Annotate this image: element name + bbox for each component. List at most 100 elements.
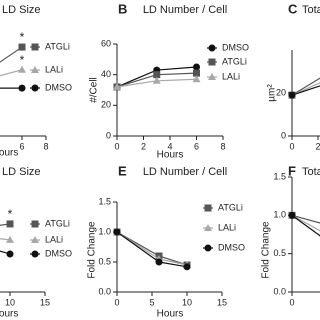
panel-letter: C — [288, 1, 298, 16]
marker — [288, 91, 296, 99]
y-tick-label: 0 — [106, 130, 111, 140]
y-axis-label: µm² — [267, 84, 278, 102]
y-tick-label: 1.5 — [273, 171, 286, 181]
panel-letter: F — [288, 163, 296, 178]
marker — [204, 204, 212, 212]
marker — [31, 236, 39, 243]
marker — [31, 84, 39, 92]
x-tick-label: 5 — [149, 297, 154, 307]
marker — [6, 220, 14, 228]
x-axis-label: Hours — [157, 309, 184, 320]
marker — [208, 73, 216, 80]
marker — [288, 211, 296, 219]
y-axis-label: Fold Change — [87, 221, 98, 279]
marker — [18, 65, 26, 73]
marker — [6, 250, 14, 258]
marker — [153, 71, 161, 79]
x-tick-label: 4 — [167, 141, 172, 151]
x-tick-label: 0 — [289, 297, 294, 307]
y-tick-label: 0.0 — [98, 286, 111, 296]
marker — [31, 43, 39, 51]
legend-label: ATGLi — [45, 41, 70, 51]
legend-label: DMSO — [218, 242, 245, 252]
series-line — [291, 214, 320, 224]
marker — [193, 63, 200, 71]
marker — [31, 250, 39, 258]
legend-label: LALi — [222, 71, 240, 81]
y-tick-label: 1.0 — [98, 226, 111, 236]
panel-letter: B — [118, 1, 127, 16]
panel-letter: E — [118, 163, 127, 178]
marker — [6, 235, 14, 243]
y-tick-label: 0.5 — [273, 248, 286, 258]
x-tick-label: 6 — [194, 141, 199, 151]
marker — [193, 69, 200, 77]
x-tick-label: 8 — [220, 141, 225, 151]
significance: * — [8, 207, 13, 221]
legend-label: ATGLi — [218, 202, 243, 212]
y-tick-label: 1.5 — [98, 196, 111, 206]
x-tick-label: 0 — [289, 141, 294, 151]
y-tick-label: 0 — [281, 130, 286, 140]
y-axis-label: #/Cell — [89, 77, 100, 103]
series-line — [291, 85, 320, 96]
marker — [113, 82, 121, 90]
series-line — [291, 77, 320, 96]
legend-label: LALi — [45, 234, 63, 244]
x-axis-label: Hours — [0, 148, 18, 159]
marker — [31, 66, 39, 73]
series-line — [0, 250, 11, 255]
x-tick-label: 2 — [141, 141, 146, 151]
series-line — [0, 46, 23, 63]
y-axis-label: Fold Change — [261, 221, 272, 279]
series-line — [291, 214, 320, 237]
marker — [183, 263, 191, 271]
chart-title: LD Size — [2, 166, 41, 178]
legend-label: ATGLi — [45, 218, 70, 228]
y-tick-label: 20 — [276, 87, 286, 97]
legend-label: LALi — [218, 222, 236, 232]
x-tick-label: 15 — [217, 297, 227, 307]
x-axis-label: Hours — [0, 309, 18, 320]
series-line — [0, 69, 23, 77]
x-tick-label: 6 — [19, 141, 24, 151]
legend-label: DMSO — [45, 248, 72, 258]
y-tick-label: 0.0 — [273, 286, 286, 296]
chart-title: Total — [302, 166, 320, 178]
marker — [204, 244, 212, 252]
x-tick-label: 8 — [43, 141, 48, 151]
marker — [152, 76, 161, 84]
significance: * — [20, 53, 25, 67]
y-tick-label: 20 — [101, 100, 111, 110]
series-line — [0, 238, 11, 241]
y-tick-label: 1.0 — [273, 210, 286, 220]
marker — [208, 58, 216, 66]
marker — [208, 44, 216, 52]
x-tick-label: 0 — [114, 297, 119, 307]
series-line — [291, 214, 320, 232]
legend-label: ATGLi — [222, 56, 247, 66]
series-line — [116, 231, 188, 266]
chart-title: Total — [302, 4, 320, 16]
marker — [113, 228, 121, 236]
x-tick-label: 10 — [182, 297, 192, 307]
marker — [18, 84, 26, 92]
series-line — [291, 82, 320, 96]
x-tick-label: 10 — [5, 297, 15, 307]
x-tick-label: 2 — [315, 141, 320, 151]
series-line — [116, 231, 188, 266]
legend-label: DMSO — [45, 82, 72, 92]
legend-label: DMSO — [222, 42, 249, 52]
y-tick-label: 0.5 — [98, 256, 111, 266]
x-tick-label: 15 — [40, 297, 50, 307]
chart-title: LD Number / Cell — [143, 4, 227, 16]
marker — [18, 43, 26, 51]
marker — [204, 224, 212, 231]
series-line — [0, 223, 11, 226]
x-axis-label: Hours — [157, 150, 184, 161]
marker — [192, 75, 201, 83]
significance: * — [20, 30, 25, 44]
y-tick-label: 40 — [101, 69, 111, 79]
